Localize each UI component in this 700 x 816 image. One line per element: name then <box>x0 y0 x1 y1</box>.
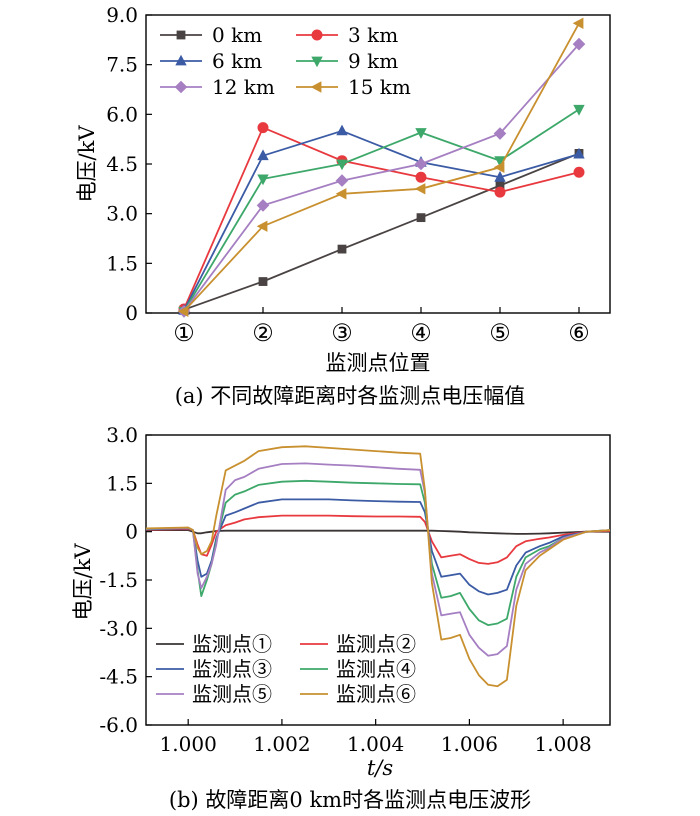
x-axis-label-b: t/s <box>367 756 394 780</box>
y-tick-label-a: 9.0 <box>106 3 138 27</box>
legend-marker-a <box>174 80 188 94</box>
data-point-a <box>416 213 426 223</box>
data-point-a <box>415 128 427 139</box>
x-tick-label-a: ④ <box>410 319 432 347</box>
data-point-a <box>572 37 586 51</box>
data-point-a <box>336 124 348 136</box>
series-line-b-4 <box>145 462 611 657</box>
data-point-a <box>177 305 189 317</box>
series-line-a <box>183 43 580 312</box>
series-line-a <box>183 108 580 312</box>
series-line-a <box>183 129 580 311</box>
legend-label-a: 6 km <box>212 49 262 73</box>
y-axis-label-a: 电压/kV <box>75 125 99 203</box>
legend-label-b: 监测点⑥ <box>336 682 416 706</box>
data-point-a <box>337 244 347 254</box>
y-tick-label-b: -3.0 <box>99 616 138 640</box>
x-tick-label-b: 1.000 <box>160 732 217 756</box>
y-tick-label-b: 0 <box>125 520 138 544</box>
series-line-b-5 <box>145 445 611 688</box>
y-axis-label-b: 电压/kV <box>71 543 95 621</box>
data-point-a <box>256 199 270 212</box>
legend-marker-a <box>311 29 323 41</box>
legend-label-b: 监测点① <box>192 632 272 656</box>
y-tick-label-a: 4.5 <box>106 152 138 176</box>
chart-b-voltage-waveform: 3.0 1.5 0 -1.5 -3.0 -4.5 -6.0 1.000 1.002 1.004 1.… <box>71 423 611 780</box>
legend-label-a: 3 km <box>348 23 398 47</box>
data-point-a <box>257 149 269 161</box>
series-line-a <box>183 126 580 310</box>
data-point-a <box>335 174 349 187</box>
x-tick-label-a: ⑥ <box>568 319 590 347</box>
legend-label-a: 9 km <box>348 49 398 73</box>
series-line-b-2 <box>145 498 611 596</box>
series-a-3 <box>178 104 585 318</box>
data-point-a <box>415 171 427 183</box>
legend-marker-a <box>310 81 322 93</box>
x-tick-label-a: ⑤ <box>489 319 511 347</box>
data-point-a <box>494 186 506 198</box>
legend-label-a: 12 km <box>212 75 275 99</box>
data-point-a <box>493 161 505 173</box>
legend-marker-a <box>175 54 187 66</box>
legend-a: 0 km 3 km 6 km 9 km 12 km 15 km <box>160 23 411 99</box>
data-point-a <box>414 183 426 195</box>
series-line-b-1 <box>145 514 611 565</box>
data-point-a <box>573 166 585 178</box>
legend-label-a: 0 km <box>212 23 262 47</box>
caption-b: (b) 故障距离0 km时各监测点电压波形 <box>168 788 532 812</box>
data-point-a <box>573 147 585 159</box>
x-tick-label-a: ③ <box>331 319 353 347</box>
series-line-b-0 <box>146 529 610 535</box>
data-point-a <box>258 277 268 286</box>
data-point-a <box>257 122 269 134</box>
data-point-a <box>493 127 507 140</box>
legend-marker-a <box>176 30 186 40</box>
data-point-a <box>256 220 268 232</box>
y-tick-label-a: 7.5 <box>106 53 138 77</box>
x-tick-label-a: ① <box>173 319 195 347</box>
series-a-5 <box>177 17 584 317</box>
legend-label-b: 监测点③ <box>192 657 272 681</box>
x-tick-label-b: 1.008 <box>534 732 591 756</box>
y-tick-label-b: 3.0 <box>106 423 138 447</box>
series-line-a <box>183 22 580 312</box>
x-tick-label-b: 1.006 <box>441 732 498 756</box>
legend-label-a: 15 km <box>348 75 411 99</box>
y-tick-label-b: -6.0 <box>99 713 138 737</box>
caption-a: (a) 不同故障距离时各监测点电压幅值 <box>174 384 526 408</box>
data-point-a <box>414 157 428 171</box>
legend-label-b: 监测点④ <box>336 657 416 681</box>
x-axis-label-a: 监测点位置 <box>326 351 431 375</box>
series-a-0 <box>179 149 584 315</box>
y-tick-label-a: 6.0 <box>106 102 138 126</box>
chart-a-voltage-amplitude: 0 1.5 3.0 4.5 6.0 7.5 9.0 ① ② ③ ④ ⑤ ⑥ 监测点位置 电压/kV 0 km 3… <box>75 3 611 375</box>
series-a-1 <box>178 122 585 315</box>
legend-label-b: 监测点② <box>336 632 416 656</box>
x-tick-label-b: 1.004 <box>347 732 404 756</box>
data-point-a <box>336 159 348 171</box>
series-line-a <box>183 152 580 311</box>
y-tick-label-b: -1.5 <box>99 568 138 592</box>
y-tick-label-b: 1.5 <box>106 471 138 495</box>
x-tick-label-b: 1.002 <box>253 732 310 756</box>
legend-b: 监测点① 监测点② 监测点③ 监测点④ 监测点⑤ 监测点⑥ <box>156 632 416 706</box>
data-point-a <box>494 170 506 182</box>
data-point-a <box>335 188 347 200</box>
legend-marker-a <box>311 56 323 68</box>
data-point-a <box>573 104 585 116</box>
legend-label-b: 监测点⑤ <box>192 682 272 706</box>
data-point-a <box>572 17 584 29</box>
data-point-a <box>494 156 506 167</box>
y-tick-label-a: 0 <box>125 301 138 325</box>
y-tick-label-a: 3.0 <box>106 202 138 226</box>
data-point-a <box>257 174 269 186</box>
x-tick-label-a: ② <box>252 319 274 347</box>
y-tick-label-b: -4.5 <box>99 665 138 689</box>
data-point-a <box>495 181 505 190</box>
y-tick-label-a: 1.5 <box>106 251 138 275</box>
